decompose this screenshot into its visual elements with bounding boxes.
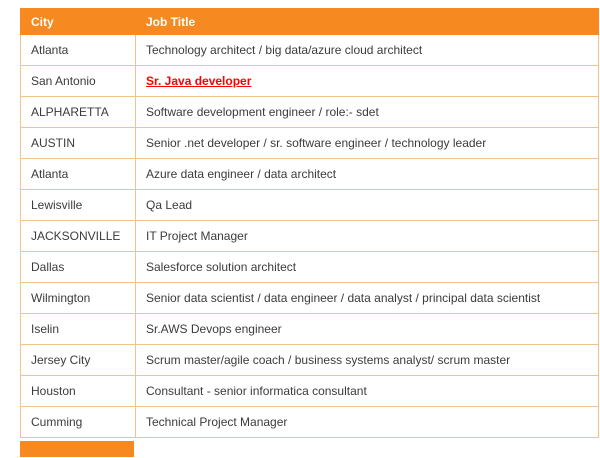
city-cell: Jersey City bbox=[20, 344, 136, 376]
city-cell: Dallas bbox=[20, 251, 136, 283]
table-row: Houston Consultant - senior informatica … bbox=[20, 375, 599, 407]
job-title-cell: Scrum master/agile coach / business syst… bbox=[135, 344, 599, 376]
city-cell: Iselin bbox=[20, 313, 136, 345]
table-row: AUSTIN Senior .net developer / sr. softw… bbox=[20, 127, 599, 159]
city-cell: Cumming bbox=[20, 406, 136, 438]
city-cell: Wilmington bbox=[20, 282, 136, 314]
table-row: Jersey City Scrum master/agile coach / b… bbox=[20, 344, 599, 376]
job-title-cell: Software development engineer / role:- s… bbox=[135, 96, 599, 128]
table-row: Cumming Technical Project Manager bbox=[20, 406, 599, 438]
job-title-link[interactable]: Sr. Java developer bbox=[146, 74, 252, 88]
table-row: ALPHARETTA Software development engineer… bbox=[20, 96, 599, 128]
job-title-cell: Sr.AWS Devops engineer bbox=[135, 313, 599, 345]
city-cell: ALPHARETTA bbox=[20, 96, 136, 128]
job-title-cell: Senior .net developer / sr. software eng… bbox=[135, 127, 599, 159]
city-cell: Lewisville bbox=[20, 189, 136, 221]
city-column-header: City bbox=[20, 8, 136, 35]
job-title-cell: Qa Lead bbox=[135, 189, 599, 221]
header-row: City Job Title bbox=[20, 8, 599, 35]
job-title-cell: Consultant - senior informatica consulta… bbox=[135, 375, 599, 407]
city-cell: San Antonio bbox=[20, 65, 136, 97]
table-row: San Antonio Sr. Java developer bbox=[20, 65, 599, 97]
table-row: Iselin Sr.AWS Devops engineer bbox=[20, 313, 599, 345]
job-title-column-header: Job Title bbox=[135, 8, 599, 35]
job-title-cell: Azure data engineer / data architect bbox=[135, 158, 599, 190]
job-title-cell: Salesforce solution architect bbox=[135, 251, 599, 283]
table-row: Lewisville Qa Lead bbox=[20, 189, 599, 221]
jobs-table: City Job Title Atlanta Technology archit… bbox=[20, 8, 599, 438]
city-cell: JACKSONVILLE bbox=[20, 220, 136, 252]
table-row: Atlanta Technology architect / big data/… bbox=[20, 34, 599, 66]
city-cell: AUSTIN bbox=[20, 127, 136, 159]
job-title-cell: Senior data scientist / data engineer / … bbox=[135, 282, 599, 314]
job-title-cell: IT Project Manager bbox=[135, 220, 599, 252]
table-row: Dallas Salesforce solution architect bbox=[20, 251, 599, 283]
table-row: Wilmington Senior data scientist / data … bbox=[20, 282, 599, 314]
table-row: Atlanta Azure data engineer / data archi… bbox=[20, 158, 599, 190]
next-table-header-partial bbox=[20, 441, 134, 457]
city-cell: Atlanta bbox=[20, 34, 136, 66]
job-title-cell: Technical Project Manager bbox=[135, 406, 599, 438]
city-cell: Atlanta bbox=[20, 158, 136, 190]
city-cell: Houston bbox=[20, 375, 136, 407]
job-title-cell: Technology architect / big data/azure cl… bbox=[135, 34, 599, 66]
job-title-cell: Sr. Java developer bbox=[135, 65, 599, 97]
table-row: JACKSONVILLE IT Project Manager bbox=[20, 220, 599, 252]
